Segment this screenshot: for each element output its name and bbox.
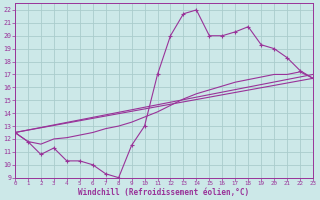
X-axis label: Windchill (Refroidissement éolien,°C): Windchill (Refroidissement éolien,°C) [78, 188, 250, 197]
